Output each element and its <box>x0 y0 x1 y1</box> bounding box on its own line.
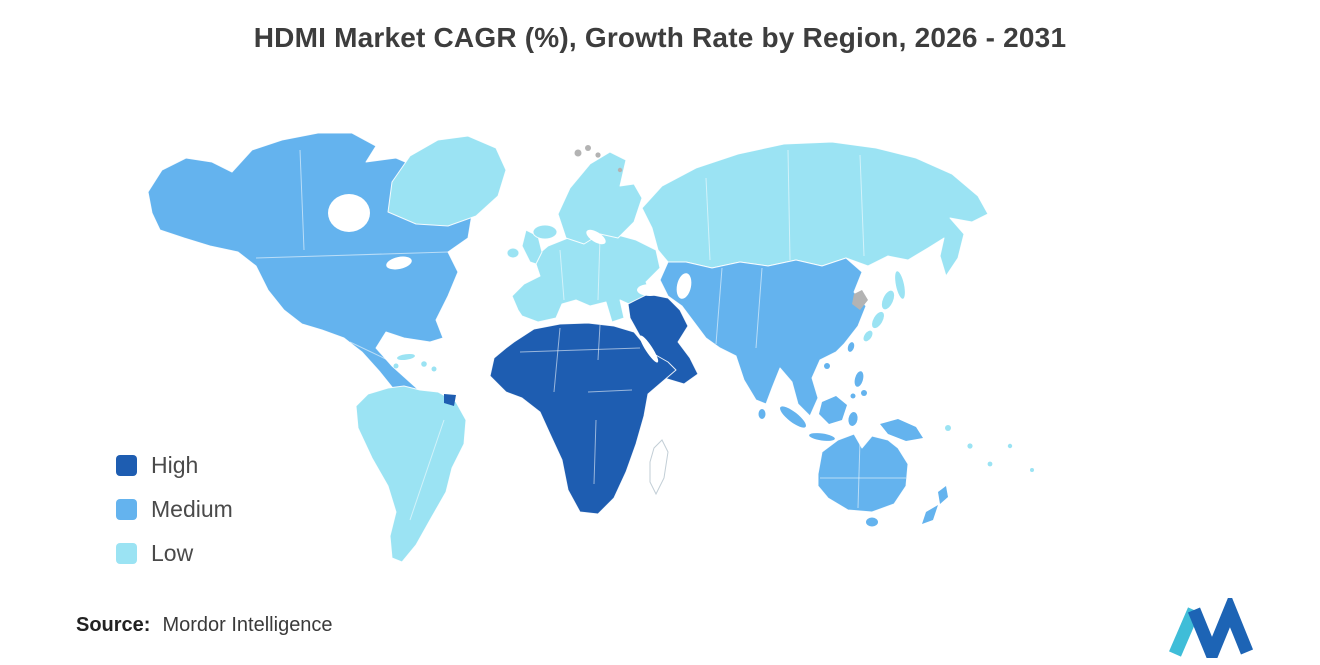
region-french-guiana <box>444 394 456 406</box>
region-pacific-island-3 <box>987 461 993 467</box>
region-tasmania <box>866 517 878 527</box>
region-new-guinea <box>880 419 923 441</box>
region-pacific-island-5 <box>1030 468 1034 472</box>
region-asia <box>659 257 867 417</box>
logo-stroke-blue <box>1187 598 1254 658</box>
region-pacific-island-2 <box>967 443 973 449</box>
region-madagascar <box>649 439 669 496</box>
country-borders <box>255 149 906 521</box>
source-value: Mordor Intelligence <box>162 614 333 636</box>
source-line: Source: Mordor Intelligence <box>76 614 333 637</box>
chart-title: HDMI Market CAGR (%), Growth Rate by Reg… <box>253 22 1067 53</box>
region-svalbard-2 <box>585 145 591 151</box>
legend-item-low: Low <box>116 540 233 567</box>
mordor-intelligence-logo <box>1169 598 1254 658</box>
hudson-bay <box>328 194 370 232</box>
region-sri-lanka <box>758 409 766 419</box>
region-philippines <box>854 371 864 387</box>
legend-swatch-high <box>116 455 137 476</box>
region-sumatra <box>780 406 806 428</box>
region-new-zealand-south <box>922 505 938 524</box>
region-japan-honshu <box>881 290 895 310</box>
region-pacific-island-1 <box>945 425 951 431</box>
region-cuba <box>397 353 415 361</box>
region-korea-nodata <box>852 290 868 310</box>
black-sea <box>637 284 663 296</box>
legend: High Medium Low <box>116 452 233 567</box>
region-philippines-3 <box>850 393 856 399</box>
region-caribbean-island <box>431 366 437 372</box>
region-scandinavia <box>557 151 643 245</box>
red-sea <box>639 335 659 363</box>
baltic-sea <box>586 229 606 245</box>
region-borneo <box>819 396 847 424</box>
legend-item-medium: Medium <box>116 496 233 523</box>
region-svalbard-3 <box>595 152 601 158</box>
region-greenland <box>387 135 507 227</box>
legend-label-high: High <box>151 452 199 478</box>
region-africa <box>489 322 677 515</box>
region-java <box>809 433 835 441</box>
legend-swatch-low <box>116 543 137 564</box>
region-caribbean-island-2 <box>393 363 399 369</box>
region-pacific-island-4 <box>1007 443 1013 449</box>
source-label: Source: <box>76 614 151 636</box>
legend-swatch-medium <box>116 499 137 520</box>
legend-item-high: High <box>116 452 233 479</box>
region-japan-center <box>872 311 884 329</box>
region-hispaniola <box>421 361 427 367</box>
region-south-america <box>355 385 467 563</box>
water-bodies <box>328 194 701 363</box>
region-franz-josef <box>617 167 623 173</box>
persian-gulf <box>687 341 701 351</box>
region-sulawesi <box>848 412 858 426</box>
region-svalbard-1 <box>574 149 582 157</box>
legend-label-medium: Medium <box>151 496 233 522</box>
region-new-zealand-north <box>938 486 948 504</box>
region-taiwan <box>847 342 855 352</box>
great-lakes <box>386 256 412 270</box>
region-russia <box>641 141 989 277</box>
caspian-sea <box>676 273 692 299</box>
region-ireland <box>506 247 520 259</box>
region-australia <box>817 433 909 513</box>
region-sakhalin <box>895 271 905 299</box>
legend-label-low: Low <box>151 540 194 566</box>
region-hainan <box>824 363 830 369</box>
region-iceland <box>532 224 558 240</box>
region-philippines-2 <box>861 390 867 396</box>
region-japan-kyushu <box>863 330 873 342</box>
